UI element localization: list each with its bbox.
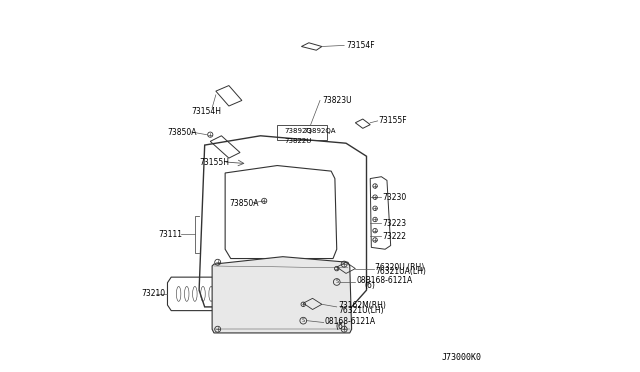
Text: 76321U(LH): 76321U(LH) [338,306,383,315]
Text: 08B168-6121A: 08B168-6121A [356,276,413,285]
Bar [277,125,328,140]
Text: S: S [335,279,339,285]
Text: 73823U: 73823U [322,96,351,105]
Text: 73222: 73222 [383,232,406,241]
Text: 08168-6121A: 08168-6121A [325,317,376,326]
Text: 73154H: 73154H [191,107,221,116]
Text: J73000K0: J73000K0 [442,353,481,362]
Text: (6): (6) [365,281,376,290]
Text: 73155F: 73155F [379,116,408,125]
Text: 73210: 73210 [141,289,166,298]
Text: 73850A: 73850A [229,199,259,208]
Polygon shape [212,257,351,333]
Text: 76320U (RH): 76320U (RH) [375,263,424,272]
Text: 73892QA: 73892QA [303,128,336,134]
Text: (6): (6) [335,322,346,331]
Text: 73162M(RH): 73162M(RH) [338,301,386,310]
Text: 73111: 73111 [158,230,182,239]
Text: 73822U: 73822U [285,138,312,144]
Text: S: S [301,318,305,323]
Text: 73850A: 73850A [168,128,197,137]
Text: 76321UA(LH): 76321UA(LH) [375,267,426,276]
Text: 73223: 73223 [383,219,406,228]
Text: 73230: 73230 [383,193,407,202]
Text: 73154F: 73154F [347,41,376,50]
Text: 73155H: 73155H [199,158,229,167]
Text: 73892Q: 73892Q [285,128,312,134]
